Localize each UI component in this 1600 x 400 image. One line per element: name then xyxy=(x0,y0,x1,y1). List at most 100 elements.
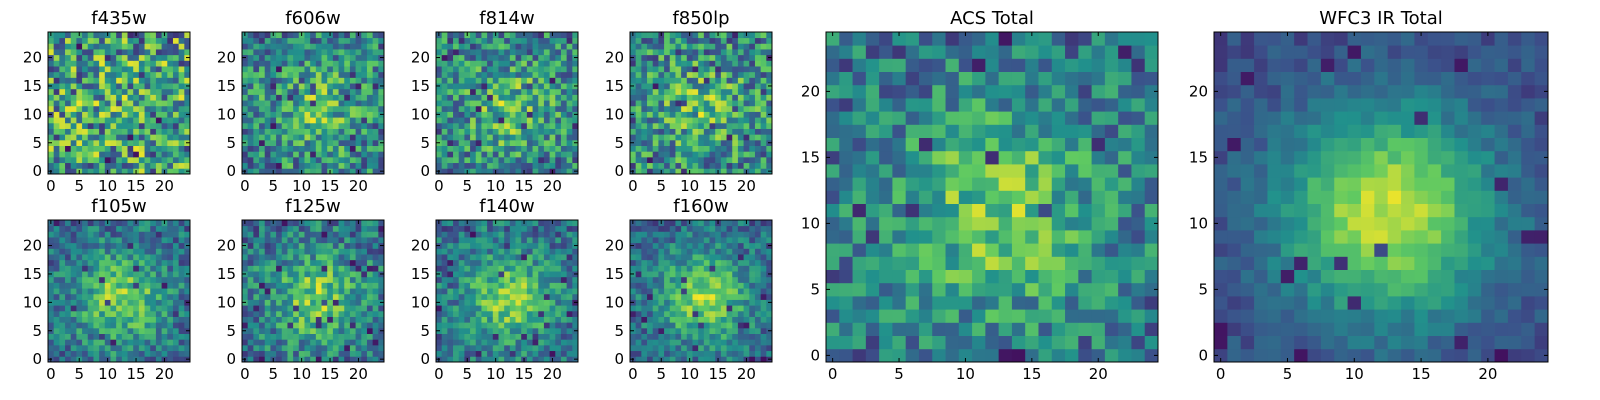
heatmap-cell xyxy=(630,60,637,67)
heatmap-cell xyxy=(253,54,260,61)
heatmap-cell xyxy=(127,305,134,312)
heatmap-cell xyxy=(121,288,128,295)
heatmap-cell xyxy=(338,49,345,56)
heatmap-cell xyxy=(475,344,482,352)
heatmap-cell xyxy=(669,60,676,67)
heatmap-cell xyxy=(253,156,260,164)
heatmap-cell xyxy=(498,122,505,129)
heatmap-cell xyxy=(754,43,762,50)
heatmap-cell xyxy=(703,327,710,334)
heatmap-cell xyxy=(310,37,317,44)
heatmap-cell xyxy=(647,356,654,363)
heatmap-cell xyxy=(453,122,460,129)
heatmap-cell xyxy=(441,71,448,78)
heatmap-cell xyxy=(549,276,556,283)
heatmap-cell xyxy=(310,265,317,272)
heatmap-cell xyxy=(366,105,374,112)
heatmap-cell xyxy=(441,231,448,238)
heatmap-cell xyxy=(253,344,260,352)
heatmap-cell xyxy=(298,111,305,118)
heatmap-cell xyxy=(167,276,174,283)
heatmap-cell xyxy=(732,316,739,323)
heatmap-cell xyxy=(475,254,482,261)
heatmap-cell xyxy=(144,248,151,255)
heatmap-cell xyxy=(155,71,162,78)
heatmap-cell xyxy=(161,327,168,334)
heatmap-cell xyxy=(65,220,72,227)
heatmap-cell xyxy=(754,151,762,158)
heatmap-cell xyxy=(253,327,260,334)
heatmap-cell xyxy=(635,139,642,146)
heatmap-cell xyxy=(572,333,579,340)
heatmap-cell xyxy=(549,242,556,249)
heatmap-cell xyxy=(327,162,334,169)
heatmap-cell xyxy=(247,66,254,73)
heatmap-cell xyxy=(150,288,157,295)
heatmap-cell xyxy=(481,299,488,306)
heatmap-cell xyxy=(641,322,648,329)
heatmap-cell xyxy=(669,271,676,278)
heatmap-cell xyxy=(532,299,539,306)
heatmap-cell xyxy=(504,128,511,135)
heatmap-cell xyxy=(703,322,710,329)
heatmap-cell xyxy=(372,156,379,164)
heatmap-cell xyxy=(104,122,111,129)
heatmap-cell xyxy=(372,231,379,238)
heatmap-cell xyxy=(332,356,339,363)
heatmap-cell xyxy=(321,299,328,306)
heatmap-cell xyxy=(754,156,762,164)
heatmap-cell xyxy=(344,162,351,169)
heatmap-cell xyxy=(538,254,545,261)
heatmap-cell xyxy=(555,111,562,118)
heatmap-cell xyxy=(53,43,60,50)
heatmap-cell xyxy=(458,271,465,278)
heatmap-cell xyxy=(487,254,494,261)
heatmap-cell xyxy=(453,43,460,50)
heatmap-cell xyxy=(70,134,77,141)
heatmap-cell xyxy=(121,49,128,56)
heatmap-cell xyxy=(572,220,579,227)
heatmap-cell xyxy=(355,248,362,255)
heatmap-cell xyxy=(293,305,300,312)
heatmap-cell xyxy=(93,220,100,227)
heatmap-cell xyxy=(242,344,249,352)
heatmap-cell xyxy=(321,333,328,340)
heatmap-cell xyxy=(361,100,368,107)
heatmap-cell xyxy=(242,305,249,312)
heatmap-cell xyxy=(692,305,699,312)
heatmap-cell xyxy=(458,310,465,317)
heatmap-cell xyxy=(720,60,727,67)
heatmap-cell xyxy=(264,333,271,340)
heatmap-cell xyxy=(349,162,356,169)
heatmap-cell xyxy=(447,322,454,329)
heatmap-cell xyxy=(172,282,180,289)
heatmap-cell xyxy=(526,122,533,129)
heatmap-cell xyxy=(127,168,134,175)
heatmap-cell xyxy=(560,77,568,84)
heatmap-cell xyxy=(549,259,556,266)
heatmap-cell xyxy=(253,254,260,261)
heatmap-cell xyxy=(172,117,180,124)
heatmap-cell xyxy=(110,305,117,312)
heatmap-cell xyxy=(464,259,471,266)
heatmap-cell xyxy=(310,276,317,283)
heatmap-cell xyxy=(447,350,454,357)
heatmap-cell xyxy=(515,156,522,164)
heatmap-cell xyxy=(59,293,66,300)
heatmap-cell xyxy=(172,83,180,90)
heatmap-cell xyxy=(555,282,562,289)
heatmap-cell xyxy=(487,134,494,141)
x-tick-label: 20 xyxy=(737,177,756,195)
heatmap-cell xyxy=(121,282,128,289)
heatmap-cell xyxy=(270,83,277,90)
heatmap-cell xyxy=(264,117,271,124)
x-tick-label: 20 xyxy=(349,177,368,195)
axes-frame xyxy=(47,31,191,175)
heatmap-cell xyxy=(726,77,733,84)
heatmap-cell xyxy=(53,350,60,357)
heatmap-cell xyxy=(647,305,654,312)
heatmap-cell xyxy=(270,139,277,146)
heatmap-cell xyxy=(681,49,688,56)
heatmap-cell xyxy=(515,305,522,312)
heatmap-cell xyxy=(270,43,277,50)
